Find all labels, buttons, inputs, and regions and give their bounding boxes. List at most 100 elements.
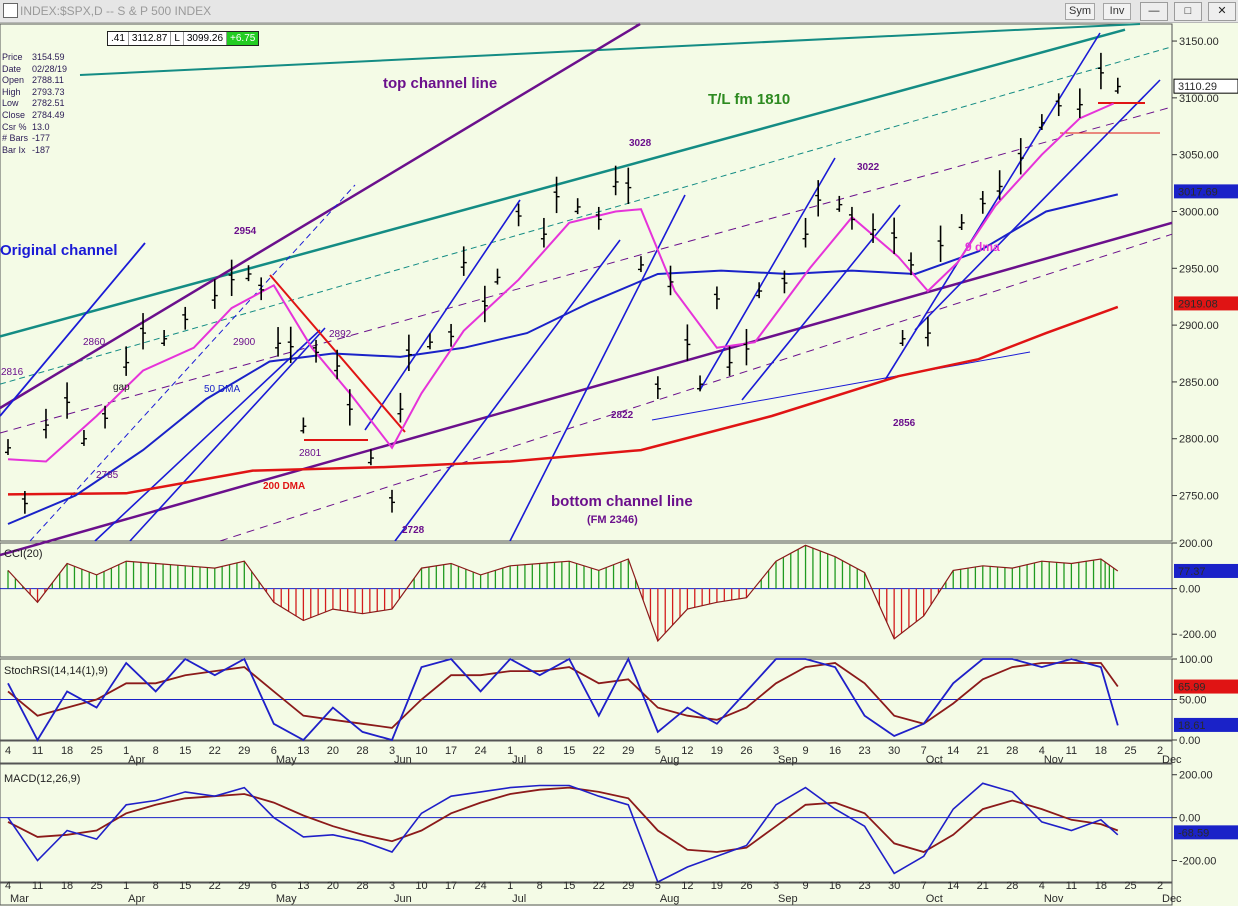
month-tick-label: Nov [1044, 893, 1064, 905]
day-tick-label: 21 [977, 880, 989, 892]
time-axis-band [0, 882, 1173, 906]
day-tick-label: 28 [1006, 745, 1018, 757]
day-tick-label: 4 [1039, 880, 1045, 892]
day-tick-label: 20 [327, 880, 339, 892]
window-title-bar: INDEX:$SPX,D -- S & P 500 INDEX Sym Inv … [0, 0, 1238, 23]
level-label: 2856 [893, 418, 916, 429]
day-tick-label: 1 [507, 745, 513, 757]
level-label: 2900 [233, 337, 256, 348]
symbol-button[interactable]: Sym [1065, 3, 1095, 20]
level-label: 2728 [402, 525, 425, 536]
day-tick-label: 18 [1095, 880, 1107, 892]
day-tick-label: 5 [655, 880, 661, 892]
day-tick-label: 18 [61, 880, 73, 892]
data-window-row: Date 02/28/19 [2, 64, 67, 76]
day-tick-label: 25 [1124, 745, 1136, 757]
data-window-value: 02/28/19 [32, 63, 68, 74]
window-title: INDEX:$SPX,D -- S & P 500 INDEX [20, 4, 212, 18]
day-tick-label: 25 [90, 880, 102, 892]
month-tick-label: Sep [778, 893, 798, 905]
month-tick-label: May [276, 893, 297, 905]
level-label: 2801 [299, 448, 322, 459]
level-label: 3028 [629, 138, 652, 149]
month-tick-label: Jun [394, 893, 412, 905]
bottom-channel-label: bottom channel line [551, 493, 693, 510]
trendline-label: T/L fm 1810 [708, 91, 790, 108]
top-channel-label: top channel line [383, 75, 497, 92]
dma50-line [7, 193, 1119, 525]
day-tick-label: 15 [563, 880, 575, 892]
day-tick-label: 22 [209, 880, 221, 892]
level-label: 2860 [83, 337, 106, 348]
channel-blue-line [394, 239, 621, 542]
channel-blue-line [509, 194, 686, 542]
day-tick-label: 16 [829, 880, 841, 892]
day-tick-label: 24 [474, 880, 486, 892]
quote-low: 3099.26 [184, 32, 228, 45]
month-tick-label: Apr [128, 754, 145, 766]
data-window-label: Csr % [2, 121, 27, 132]
original-channel-dashed [29, 184, 356, 542]
day-tick-label: 29 [622, 880, 634, 892]
level-label: 2954 [234, 226, 257, 237]
month-tick-label: Jul [512, 893, 526, 905]
data-window-row: Low 2782.51 [2, 98, 67, 110]
month-tick-label: Apr [128, 893, 145, 905]
data-window-value: 2788.11 [32, 75, 64, 86]
maximize-icon[interactable]: □ [1174, 2, 1202, 21]
data-window-label: Date [2, 63, 22, 74]
cci-tick-label: 0.00 [1179, 584, 1200, 596]
day-tick-label: 7 [921, 745, 927, 757]
channel-blue-line [741, 204, 901, 401]
day-tick-label: 23 [858, 745, 870, 757]
stoch-signal-last-badge-text: 65.99 [1178, 682, 1206, 694]
close-icon[interactable]: ✕ [1208, 2, 1236, 21]
day-tick-label: 6 [271, 880, 277, 892]
day-tick-label: 11 [1066, 880, 1077, 892]
quote-change: +6.75 [227, 32, 259, 45]
month-tick-label: Aug [660, 893, 680, 905]
month-tick-label: Aug [660, 754, 680, 766]
day-tick-label: 15 [179, 880, 191, 892]
day-tick-label: 9 [802, 880, 808, 892]
trendline-1810 [0, 28, 1126, 338]
month-tick-label: May [276, 754, 297, 766]
macd-tick-label: 200.00 [1179, 770, 1213, 782]
price-tick-label: 2750.00 [1179, 491, 1219, 503]
day-tick-label: 18 [1095, 745, 1107, 757]
day-tick-label: 28 [356, 880, 368, 892]
price-tick-label: 2850.00 [1179, 377, 1219, 389]
minimize-icon[interactable]: — [1140, 2, 1168, 21]
dma50-label: 50 DMA [204, 384, 240, 395]
last-price-badge [1173, 78, 1238, 94]
day-tick-label: 23 [858, 880, 870, 892]
panel-frame [0, 23, 1173, 542]
upper-teal-line [79, 23, 1141, 76]
day-tick-label: 25 [1124, 880, 1136, 892]
day-tick-label: 21 [977, 745, 989, 757]
data-window: Price 3154.59 Date 02/28/19 Open 2788.11 High 2… [2, 52, 67, 156]
macd-last-badge-text: -68.59 [1178, 827, 1209, 839]
day-tick-label: 26 [740, 880, 752, 892]
day-tick-label: 11 [1066, 745, 1077, 757]
channel-blue-line [884, 32, 1101, 381]
invert-button[interactable]: Inv [1103, 3, 1131, 20]
dma200-label: 200 DMA [263, 481, 305, 492]
day-tick-label: 11 [32, 745, 43, 757]
day-tick-label: 22 [593, 745, 605, 757]
day-tick-label: 13 [297, 745, 309, 757]
day-tick-label: 13 [297, 880, 309, 892]
macd-panel-title: MACD(12,26,9) [4, 773, 80, 785]
day-tick-label: 19 [711, 745, 723, 757]
last-price-badge-text: 3110.29 [1178, 81, 1217, 93]
data-window-row: Close 2784.49 [2, 110, 67, 122]
level-label: 2816 [1, 367, 24, 378]
day-tick-label: 16 [829, 745, 841, 757]
channel-blue-line [94, 329, 321, 542]
dma50-badge-text: 3017.69 [1178, 186, 1218, 198]
day-tick-label: 1 [123, 880, 129, 892]
data-window-value: -187 [32, 144, 51, 155]
price-tick-label: 3150.00 [1179, 36, 1219, 48]
day-tick-label: 14 [947, 745, 959, 757]
stoch-tick-label: 50.00 [1179, 695, 1207, 707]
